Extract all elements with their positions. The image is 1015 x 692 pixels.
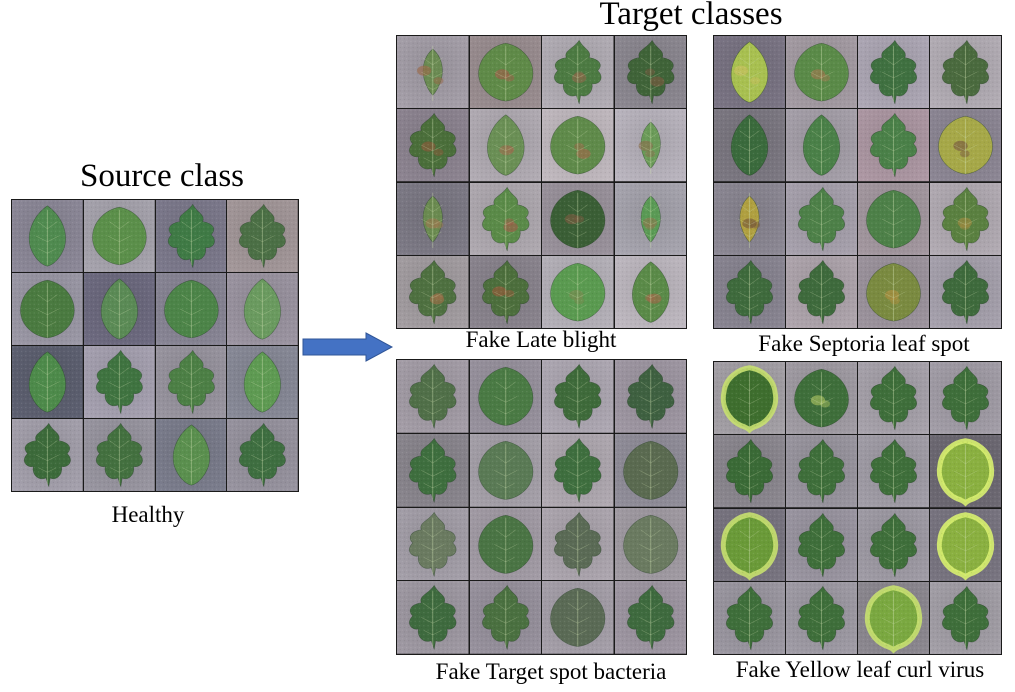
leaf-image-tile [469, 36, 541, 109]
leaf-image-tile [930, 362, 1001, 435]
healthy-caption: Healthy [111, 502, 185, 527]
leaf-image-tile [12, 200, 83, 272]
leaf-image-tile [469, 433, 541, 507]
leaf-image-tile [469, 507, 541, 581]
leaf-image-tile [858, 109, 929, 182]
source-image-grid [11, 199, 299, 492]
leaf-image-tile [397, 182, 469, 255]
leaf-image-tile [614, 36, 686, 109]
leaf-image-tile [155, 200, 227, 272]
leaf-image-tile [930, 581, 1001, 654]
leaf-image-tile [155, 419, 227, 491]
arrow-right-icon [302, 332, 394, 362]
leaf-image-tile [397, 36, 469, 109]
leaf-image-tile [227, 200, 298, 272]
leaf-image-tile [858, 182, 929, 255]
leaf-image-tile [858, 255, 929, 328]
leaf-image-tile [714, 508, 785, 581]
leaf-image-tile [714, 182, 785, 255]
leaf-image-tile [397, 507, 469, 581]
leaf-image-tile [786, 255, 857, 328]
leaf-image-tile [714, 435, 785, 508]
leaf-image-tile [614, 182, 686, 255]
yellow-leaf-curl-image-grid [713, 361, 1002, 655]
leaf-image-tile [469, 360, 541, 433]
leaf-image-tile [858, 581, 929, 654]
leaf-image-tile [227, 273, 298, 345]
leaf-image-tile [614, 109, 686, 182]
leaf-image-tile [858, 435, 929, 508]
leaf-image-tile [786, 581, 857, 654]
leaf-image-tile [930, 435, 1001, 508]
leaf-image-tile [542, 255, 614, 328]
leaf-image-tile [397, 255, 469, 328]
leaf-image-tile [227, 346, 298, 418]
leaf-image-tile [397, 360, 469, 433]
leaf-image-tile [469, 182, 541, 255]
leaf-image-tile [786, 362, 857, 435]
leaf-image-tile [83, 346, 155, 418]
leaf-image-tile [12, 346, 83, 418]
leaf-image-tile [786, 36, 857, 109]
late-blight-caption: Fake Late blight [465, 327, 617, 352]
leaf-image-tile [12, 273, 83, 345]
leaf-image-tile [930, 182, 1001, 255]
leaf-image-tile [614, 433, 686, 507]
leaf-image-tile [83, 200, 155, 272]
leaf-image-tile [614, 507, 686, 581]
leaf-image-tile [12, 419, 83, 491]
leaf-image-tile [930, 508, 1001, 581]
leaf-image-tile [614, 581, 686, 654]
leaf-image-tile [786, 109, 857, 182]
source-class-title: Source class [79, 158, 245, 194]
leaf-image-tile [614, 255, 686, 328]
leaf-image-tile [542, 360, 614, 433]
leaf-image-tile [155, 346, 227, 418]
leaf-image-tile [786, 508, 857, 581]
leaf-image-tile [83, 419, 155, 491]
leaf-image-tile [83, 273, 155, 345]
leaf-image-tile [542, 109, 614, 182]
leaf-image-tile [786, 182, 857, 255]
leaf-image-tile [858, 508, 929, 581]
leaf-image-tile [542, 182, 614, 255]
leaf-image-tile [714, 36, 785, 109]
late-blight-image-grid [396, 35, 687, 329]
leaf-image-tile [397, 433, 469, 507]
leaf-image-tile [542, 433, 614, 507]
leaf-image-tile [930, 255, 1001, 328]
leaf-image-tile [542, 36, 614, 109]
leaf-image-tile [614, 360, 686, 433]
septoria-leaf-spot-image-grid [713, 35, 1002, 329]
target-spot-image-grid [396, 359, 687, 655]
leaf-image-tile [397, 581, 469, 654]
leaf-image-tile [542, 581, 614, 654]
leaf-image-tile [469, 581, 541, 654]
leaf-image-tile [714, 255, 785, 328]
leaf-image-tile [397, 109, 469, 182]
leaf-image-tile [858, 36, 929, 109]
leaf-image-tile [469, 255, 541, 328]
leaf-image-tile [714, 362, 785, 435]
target-classes-title: Target classes [599, 0, 783, 32]
leaf-image-tile [469, 109, 541, 182]
leaf-image-tile [786, 435, 857, 508]
leaf-image-tile [858, 362, 929, 435]
target-spot-caption: Fake Target spot bacteria [435, 659, 667, 684]
leaf-image-tile [714, 581, 785, 654]
leaf-image-tile [155, 273, 227, 345]
leaf-image-tile [542, 507, 614, 581]
septoria-leaf-spot-caption: Fake Septoria leaf spot [758, 331, 970, 356]
leaf-image-tile [227, 419, 298, 491]
leaf-image-tile [930, 36, 1001, 109]
yellow-leaf-curl-caption: Fake Yellow leaf curl virus [735, 657, 985, 682]
leaf-image-tile [930, 109, 1001, 182]
leaf-image-tile [714, 109, 785, 182]
